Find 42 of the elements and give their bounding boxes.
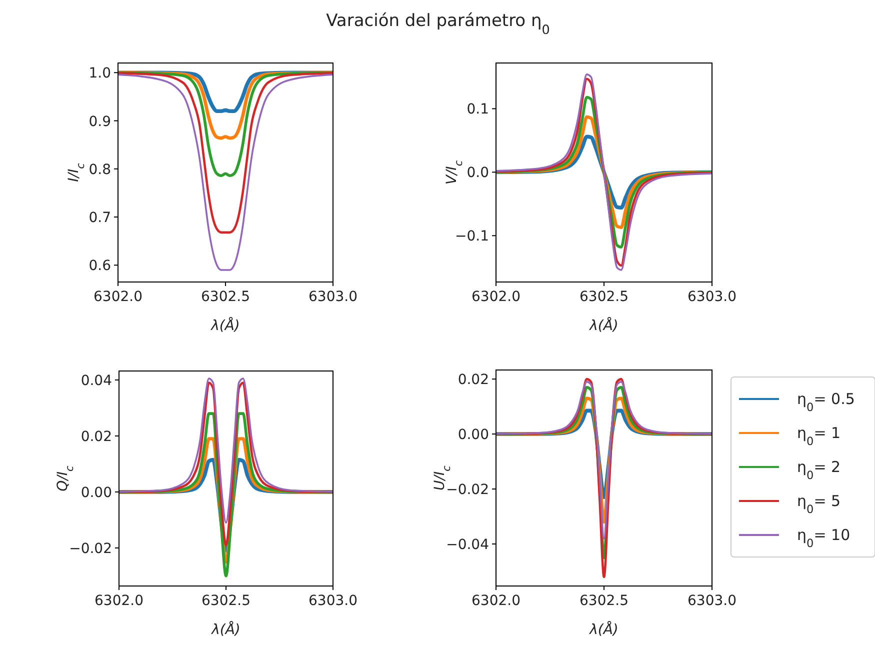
x-tick-label: 6302.0 <box>472 593 520 609</box>
x-tick-label: 6303.0 <box>308 289 358 305</box>
y-tick-label: −0.02 <box>69 540 112 557</box>
x-tick-label: 6303.0 <box>688 593 736 609</box>
x-tick-label: 6302.0 <box>94 593 144 609</box>
x-tick-label: 6303.0 <box>308 593 358 609</box>
text: Varación del parámetro η$_{0}$ <box>326 11 550 38</box>
y-tick-label: −0.1 <box>455 228 489 245</box>
x-tick-label: 6302.5 <box>202 593 250 609</box>
legend-label: η$_{0}$= 1 <box>797 424 841 448</box>
y-tick-label: 0.1 <box>466 102 489 118</box>
line-series <box>119 378 333 524</box>
line-series <box>118 74 333 271</box>
x-tick-label: 6302.0 <box>94 289 142 305</box>
y-tick-label: 0.02 <box>80 428 112 445</box>
y-tick-label: 0.8 <box>88 162 111 178</box>
y-tick-label: −0.04 <box>446 536 490 553</box>
y-tick-label: 0.00 <box>458 427 489 444</box>
x-tick-label: 6302.5 <box>201 289 250 305</box>
y-tick-label: 0.7 <box>88 210 111 226</box>
y-tick-label: 0.6 <box>88 258 112 274</box>
x-axis-title: λ(Å) <box>210 621 240 638</box>
x-axis-title: λ(Å) <box>588 621 618 638</box>
y-tick-label: 0.04 <box>80 372 112 389</box>
y-tick-label: 0.9 <box>88 114 111 130</box>
line-series <box>118 72 333 234</box>
x-tick-label: 6302.5 <box>580 289 628 305</box>
x-axis-title: λ(Å) <box>588 317 618 334</box>
legend-label: η$_{0}$= 10 <box>797 526 850 550</box>
y-tick-label: 0.00 <box>80 484 112 501</box>
legend-label: η$_{0}$= 0.5 <box>797 390 855 414</box>
y-tick-label: 1.0 <box>88 66 111 82</box>
x-tick-label: 6302.0 <box>472 289 520 305</box>
line-series <box>119 382 333 546</box>
y-tick-label: 0.0 <box>466 165 489 182</box>
x-tick-label: 6303.0 <box>688 289 736 305</box>
y-tick-label: 0.02 <box>458 372 489 388</box>
legend-label: η$_{0}$= 5 <box>797 492 841 516</box>
x-tick-label: 6302.5 <box>580 593 628 609</box>
y-tick-label: −0.02 <box>446 482 489 498</box>
x-axis-title: λ(Å) <box>210 317 240 334</box>
legend-label: η$_{0}$= 2 <box>797 458 841 482</box>
